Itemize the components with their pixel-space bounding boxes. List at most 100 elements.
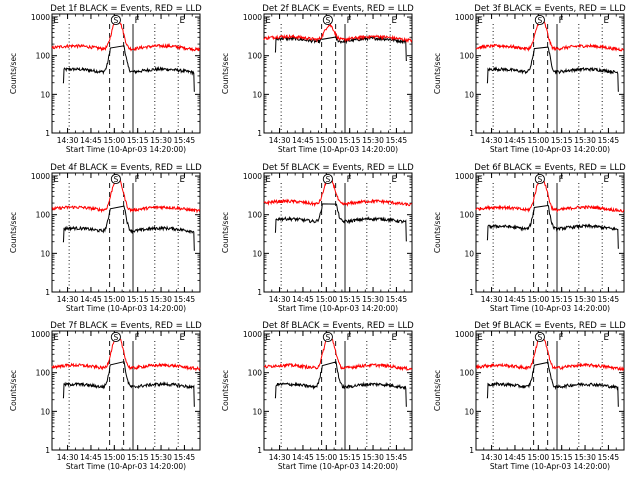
y-tick-label: 10 xyxy=(252,90,262,99)
y-tick-label: 1 xyxy=(257,129,262,138)
y-tick-label: 1 xyxy=(257,446,262,455)
y-tick-label: 100 xyxy=(248,369,263,378)
marker-label: E xyxy=(477,16,482,26)
x-tick-label: 15:45 xyxy=(598,453,620,462)
series-line-events xyxy=(486,361,619,407)
marker-label: E xyxy=(265,16,270,26)
x-tick-label: 15:00 xyxy=(528,453,550,462)
marker-label: E xyxy=(477,175,482,185)
x-tick-label: 15:45 xyxy=(174,453,196,462)
x-axis-label: Start Time (10-Apr-03 14:20:00) xyxy=(278,462,398,471)
chart-title: Det 8f BLACK = Events, RED = LLD xyxy=(262,321,414,331)
series-line-events xyxy=(274,361,407,407)
marker-label: F xyxy=(347,175,352,185)
y-tick-label: 100 xyxy=(460,211,475,220)
x-tick-label: 14:30 xyxy=(269,453,291,462)
y-tick-label: 10 xyxy=(252,249,262,258)
marker-label: S xyxy=(537,16,542,25)
y-tick-label: 10 xyxy=(40,90,50,99)
y-tick-label: 1000 xyxy=(243,330,262,339)
marker-label: S xyxy=(537,175,542,184)
y-tick-label: 1000 xyxy=(243,172,262,181)
x-tick-label: 15:45 xyxy=(386,136,408,145)
y-tick-label: 100 xyxy=(36,52,51,61)
plot-frame xyxy=(475,172,625,293)
y-tick-label: 1 xyxy=(45,288,50,297)
x-tick-label: 14:45 xyxy=(504,453,526,462)
y-tick-label: 1000 xyxy=(455,330,474,339)
chart-title: Det 2f BLACK = Events, RED = LLD xyxy=(262,4,414,14)
y-tick-label: 10 xyxy=(464,407,474,416)
marker-label: E xyxy=(265,333,270,343)
marker-label: E xyxy=(53,175,58,185)
x-tick-label: 15:15 xyxy=(551,295,573,304)
x-tick-label: 15:45 xyxy=(598,136,620,145)
plot-frame xyxy=(51,13,201,134)
y-axis-label: Counts/sec xyxy=(433,212,442,253)
series-line-events xyxy=(274,203,407,242)
y-axis-label: Counts/sec xyxy=(221,53,230,94)
chart-panel-9: Det 9f BLACK = Events, RED = LLD 1 10 100 10… xyxy=(433,321,626,471)
x-tick-label: 14:45 xyxy=(80,136,102,145)
series-line-lld xyxy=(263,335,413,372)
y-axis-label: Counts/sec xyxy=(221,212,230,253)
y-tick-label: 100 xyxy=(36,369,51,378)
x-tick-label: 15:30 xyxy=(362,453,384,462)
marker-label: F xyxy=(135,16,140,26)
series-line-events xyxy=(62,361,195,407)
marker-label: E xyxy=(477,333,482,343)
x-tick-label: 15:30 xyxy=(574,136,596,145)
chart-panel-7: Det 7f BLACK = Events, RED = LLD 1 10 100 10… xyxy=(9,321,202,471)
y-tick-label: 100 xyxy=(248,211,263,220)
marker-label: E xyxy=(53,333,58,343)
x-tick-label: 15:30 xyxy=(150,453,172,462)
marker-circle xyxy=(534,173,545,185)
x-tick-label: 14:30 xyxy=(481,453,503,462)
x-axis-label: Start Time (10-Apr-03 14:20:00) xyxy=(66,145,186,154)
x-tick-label: 15:00 xyxy=(104,136,126,145)
y-tick-label: 1 xyxy=(469,446,474,455)
chart-title: Det 1f BLACK = Events, RED = LLD xyxy=(50,4,202,14)
marker-label: E xyxy=(265,175,270,185)
x-tick-label: 15:15 xyxy=(127,453,149,462)
marker-label: E xyxy=(392,333,397,343)
x-axis-label: Start Time (10-Apr-03 14:20:00) xyxy=(490,462,610,471)
marker-circle xyxy=(322,173,333,185)
y-axis-label: Counts/sec xyxy=(221,370,230,411)
y-tick-label: 100 xyxy=(460,369,475,378)
x-tick-label: 15:30 xyxy=(150,136,172,145)
marker-label: E xyxy=(180,333,185,343)
marker-label: E xyxy=(604,333,609,343)
x-axis-label: Start Time (10-Apr-03 14:20:00) xyxy=(278,145,398,154)
plot-frame xyxy=(475,330,625,451)
y-axis-label: Counts/sec xyxy=(9,370,18,411)
series-line-events xyxy=(486,204,619,249)
x-tick-label: 14:45 xyxy=(504,295,526,304)
y-tick-label: 1000 xyxy=(455,172,474,181)
x-tick-label: 15:00 xyxy=(104,453,126,462)
marker-label: F xyxy=(135,333,140,343)
series-line-events xyxy=(486,46,619,92)
y-tick-label: 1 xyxy=(469,288,474,297)
marker-label: E xyxy=(53,16,58,26)
chart-title: Det 5f BLACK = Events, RED = LLD xyxy=(262,163,414,173)
x-axis-label: Start Time (10-Apr-03 14:20:00) xyxy=(66,462,186,471)
x-tick-label: 15:45 xyxy=(174,295,196,304)
x-tick-label: 15:30 xyxy=(574,453,596,462)
marker-circle xyxy=(322,331,333,343)
y-tick-label: 1000 xyxy=(31,172,50,181)
x-tick-label: 15:30 xyxy=(362,295,384,304)
x-tick-label: 15:15 xyxy=(127,295,149,304)
x-tick-label: 14:30 xyxy=(57,295,79,304)
chart-panel-5: Det 5f BLACK = Events, RED = LLD 1 10 100 10… xyxy=(221,163,414,313)
marker-label: S xyxy=(537,333,542,342)
y-tick-label: 1000 xyxy=(243,13,262,22)
x-tick-label: 14:45 xyxy=(292,453,314,462)
x-tick-label: 15:00 xyxy=(316,136,338,145)
x-tick-label: 14:30 xyxy=(481,136,503,145)
x-tick-label: 15:00 xyxy=(316,295,338,304)
x-tick-label: 15:45 xyxy=(174,136,196,145)
x-tick-label: 15:45 xyxy=(598,295,620,304)
x-tick-label: 15:15 xyxy=(339,295,361,304)
marker-label: F xyxy=(347,16,352,26)
